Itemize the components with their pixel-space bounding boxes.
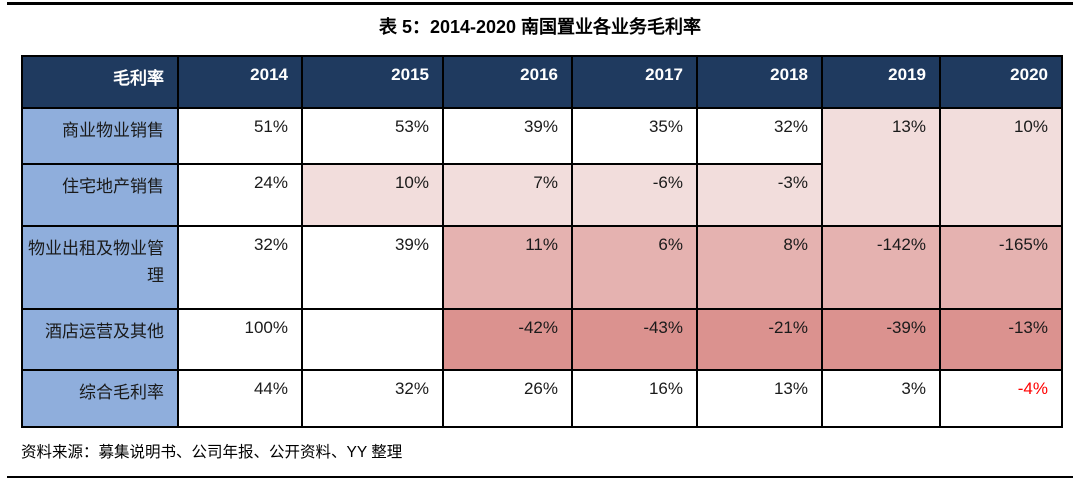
table-row: 综合毛利率 44% 32% 26% 16% 13% 3% -4%: [21, 369, 1063, 428]
top-divider: [7, 2, 1073, 5]
table-row: 商业物业销售 51% 53% 39% 35% 32% 13% 10%: [21, 107, 1063, 227]
source-note: 资料来源：募集说明书、公司年报、公开资料、YY 整理: [21, 444, 403, 461]
value-cell: 51%: [177, 107, 303, 165]
value-cell: -43%: [571, 308, 698, 371]
row-label: 综合毛利率: [21, 369, 179, 428]
year-header-2019: 2019: [821, 55, 941, 109]
value-cell: 11%: [442, 225, 573, 310]
table-row: 物业出租及物业管理 32% 39% 11% 6% 8% -142% -165%: [21, 225, 1063, 310]
row-label: 酒店运营及其他: [21, 308, 179, 371]
value-cell: -165%: [939, 225, 1063, 310]
year-header-2020: 2020: [939, 55, 1063, 109]
value-cell: 32%: [696, 107, 823, 165]
value-cell-merged: 13%: [821, 107, 941, 227]
value-cell: 44%: [177, 369, 303, 428]
value-cell: -3%: [696, 163, 823, 227]
value-cell: 24%: [177, 163, 303, 227]
bottom-divider: [7, 476, 1073, 478]
row-label: 商业物业销售: [21, 107, 179, 165]
value-cell: -13%: [939, 308, 1063, 371]
table-row: 住宅地产销售 24% 10% 7% -6% -3%: [21, 163, 1062, 227]
year-header-2015: 2015: [301, 55, 444, 109]
value-cell: 39%: [301, 225, 444, 310]
corner-header: 毛利率: [21, 55, 179, 109]
value-cell: 16%: [571, 369, 698, 428]
value-cell: 32%: [301, 369, 444, 428]
value-cell: -42%: [442, 308, 573, 371]
table-title: 表 5：2014-2020 南国置业各业务毛利率: [378, 17, 702, 37]
value-cell: 8%: [696, 225, 823, 310]
value-cell: [301, 308, 444, 371]
value-cell: 35%: [571, 107, 698, 165]
year-header-2017: 2017: [571, 55, 698, 109]
value-cell: 100%: [177, 308, 303, 371]
value-cell-negative: -4%: [939, 369, 1063, 428]
value-cell-merged: 10%: [939, 107, 1063, 227]
value-cell: 10%: [301, 163, 444, 227]
value-cell: 3%: [821, 369, 941, 428]
value-cell: -6%: [571, 163, 698, 227]
gross-margin-table: 毛利率 2014 2015 2016 2017 2018 2019 2020 商…: [21, 55, 1063, 428]
value-cell: 7%: [442, 163, 573, 227]
value-cell: 13%: [696, 369, 823, 428]
year-header-2018: 2018: [696, 55, 823, 109]
value-cell: 26%: [442, 369, 573, 428]
value-cell: 53%: [301, 107, 444, 165]
table-row: 酒店运营及其他 100% -42% -43% -21% -39% -13%: [21, 308, 1063, 371]
value-cell: 32%: [177, 225, 303, 310]
year-header-2016: 2016: [442, 55, 573, 109]
header-row: 毛利率 2014 2015 2016 2017 2018 2019 2020: [21, 55, 1063, 109]
value-cell: -39%: [821, 308, 941, 371]
year-header-2014: 2014: [177, 55, 303, 109]
value-cell: -21%: [696, 308, 823, 371]
value-cell: -142%: [821, 225, 941, 310]
value-cell: 39%: [442, 107, 573, 165]
row-label: 住宅地产销售: [21, 163, 179, 227]
value-cell: 6%: [571, 225, 698, 310]
row-label: 物业出租及物业管理: [21, 225, 179, 310]
